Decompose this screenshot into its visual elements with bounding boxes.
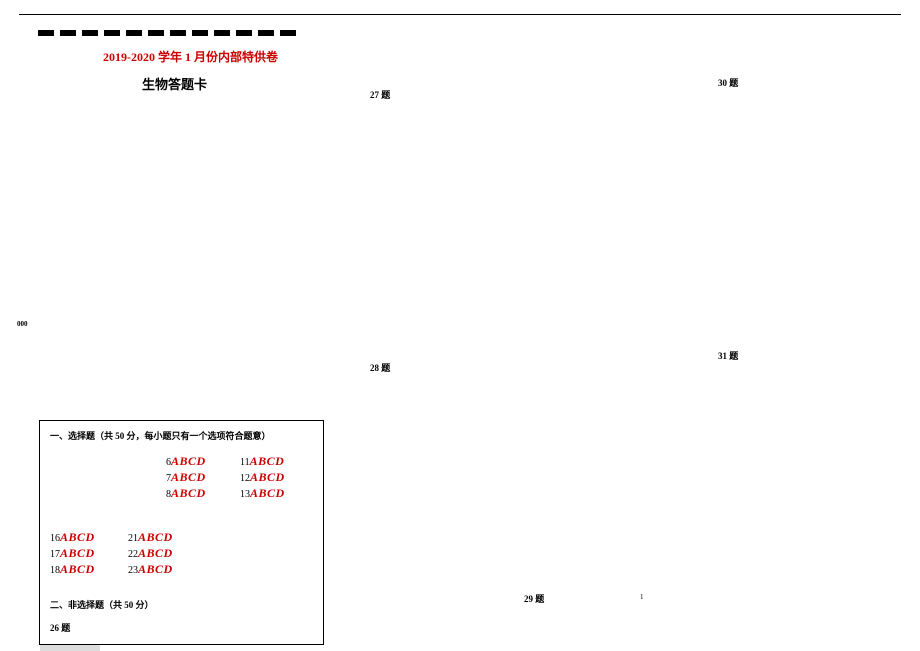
choice-7: 7ABCD	[166, 470, 206, 485]
choice-grid: 6ABCD 11ABCD 7ABCD 12ABCD 8ABCD 13ABCD 1…	[50, 454, 313, 594]
section-1-title: 一、选择题（共 50 分，每小题只有一个选项符合题意）	[50, 429, 313, 442]
choice-12: 12ABCD	[240, 470, 285, 485]
choice-22: 22ABCD	[128, 546, 173, 561]
question-30-label: 30 题	[718, 76, 738, 89]
choice-16: 16ABCD	[50, 530, 95, 545]
top-horizontal-line	[19, 14, 901, 15]
choice-8: 8ABCD	[166, 486, 206, 501]
choice-23: 23ABCD	[128, 562, 173, 577]
main-title: 生物答题卡	[142, 74, 207, 93]
question-31-label: 31 题	[718, 349, 738, 362]
red-header-title: 2019-2020 学年 1 月份内部特供卷	[103, 48, 278, 65]
choice-11: 11ABCD	[240, 454, 284, 469]
side-marker: 000	[17, 320, 28, 328]
question-26-label: 26 题	[50, 621, 313, 634]
bottom-gray-bar	[40, 645, 100, 651]
choice-21: 21ABCD	[128, 530, 173, 545]
choice-6: 6ABCD	[166, 454, 206, 469]
question-27-label: 27 题	[370, 88, 390, 101]
choice-13: 13ABCD	[240, 486, 285, 501]
choice-18: 18ABCD	[50, 562, 95, 577]
question-29-label: 29 题	[524, 592, 544, 605]
choice-17: 17ABCD	[50, 546, 95, 561]
section-2-title: 二、非选择题（共 50 分）	[50, 598, 313, 611]
answer-card-box: 一、选择题（共 50 分，每小题只有一个选项符合题意） 6ABCD 11ABCD…	[39, 420, 324, 645]
question-28-label: 28 题	[370, 361, 390, 374]
page-number: 1	[640, 593, 644, 601]
dash-marks	[38, 30, 296, 36]
